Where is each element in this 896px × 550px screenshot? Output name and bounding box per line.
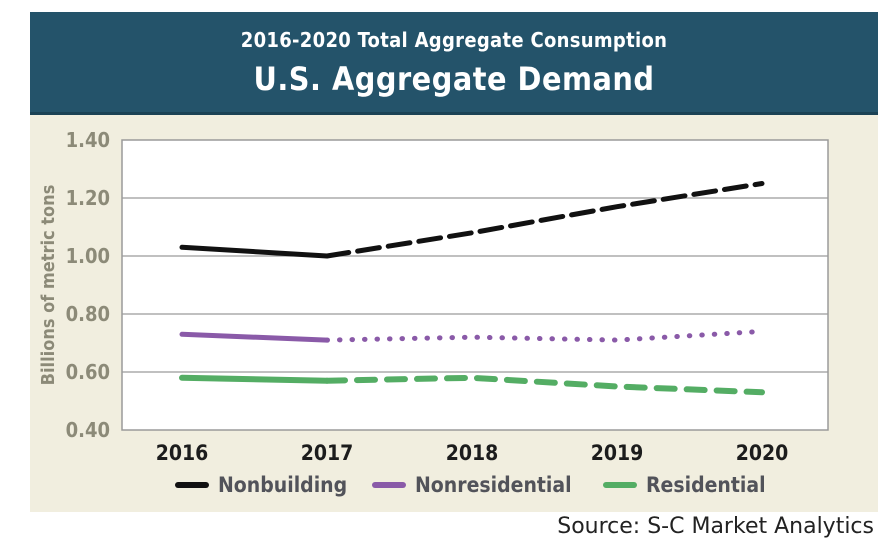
legend-label-nonbuilding: Nonbuilding <box>218 473 347 497</box>
y-axis-ticks: 1.40 1.20 1.00 0.80 0.60 0.40 <box>66 128 110 442</box>
y-tick-label: 1.20 <box>66 186 110 210</box>
series-line-residential-actual <box>179 374 330 384</box>
y-tick-label: 0.40 <box>66 418 110 442</box>
series-line-nonbuilding-forecast <box>324 181 765 259</box>
legend-label-residential: Residential <box>646 473 766 497</box>
y-tick-label: 1.40 <box>66 128 110 152</box>
chart-panel: 2016-2020 Total Aggregate Consumption U.… <box>30 12 878 512</box>
title-banner: 2016-2020 Total Aggregate Consumption U.… <box>30 12 878 115</box>
x-axis-ticks: 2016 2017 2018 2019 2020 <box>156 441 789 465</box>
legend-label-nonresidential: Nonresidential <box>415 473 572 497</box>
x-tick-label: 2017 <box>301 441 354 465</box>
x-tick-label: 2016 <box>156 441 209 465</box>
chart-subtitle: 2016-2020 Total Aggregate Consumption <box>240 28 668 52</box>
x-tick-label: 2020 <box>736 441 789 465</box>
y-tick-label: 1.00 <box>66 244 110 268</box>
line-chart: 1.401.201.000.800.600.40 2016 2017 2018 201… <box>38 128 829 497</box>
y-axis-label: Billions of metric tons <box>38 185 59 386</box>
series-line-residential-forecast <box>324 374 765 396</box>
series-line-nonbuilding-actual <box>179 244 330 259</box>
series-lines <box>179 181 765 396</box>
plot-area <box>121 139 829 431</box>
series-line-nonresidential-actual <box>179 331 330 343</box>
legend: Nonbuilding Nonresidential Residential <box>175 473 766 497</box>
gridlines <box>122 197 828 373</box>
source-credit: Source: S-C Market Analytics <box>557 514 874 539</box>
x-tick-label: 2019 <box>591 441 644 465</box>
chart-title: U.S. Aggregate Demand <box>253 60 655 98</box>
series-line-nonresidential-forecast <box>324 328 765 343</box>
y-tick-label: 0.80 <box>66 302 110 326</box>
x-tick-label: 2018 <box>446 441 499 465</box>
y-tick-label: 0.60 <box>66 360 110 384</box>
